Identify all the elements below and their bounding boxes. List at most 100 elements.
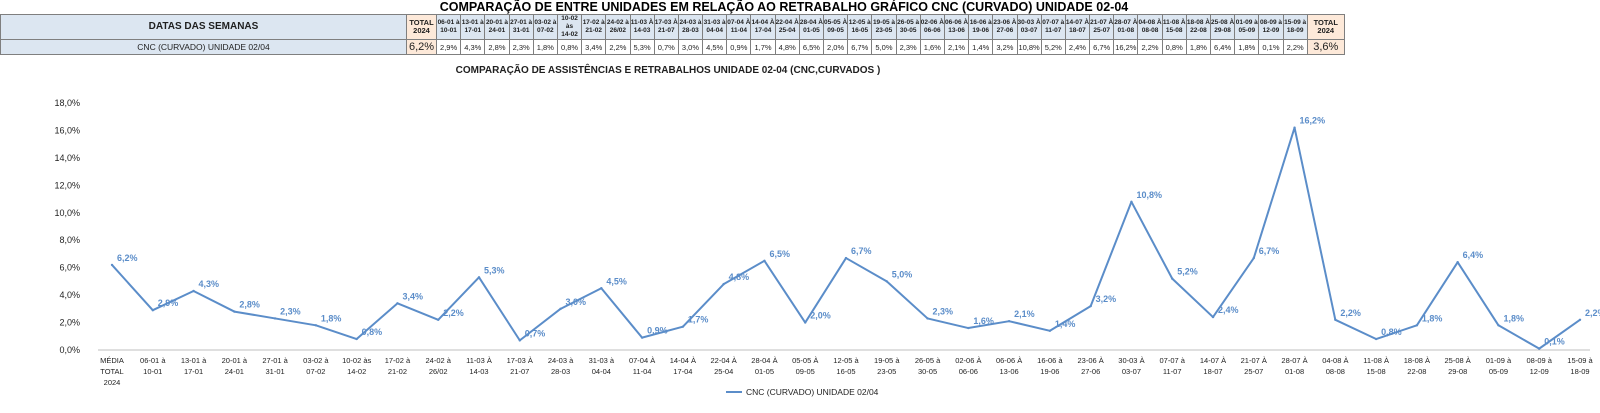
x-tick-label: 31-03 à 04-04: [589, 356, 615, 376]
data-label: 3,0%: [566, 297, 587, 307]
chart-title: COMPARAÇÃO DE ASSISTÊNCIAS E RETRABALHOS…: [456, 63, 881, 76]
week-header-cell: 22-04 À 25-04: [774, 14, 800, 40]
total-end-header: TOTAL 2024: [1306, 14, 1345, 40]
x-tick-label: 17-02 à 21-02: [385, 356, 411, 376]
y-tick-label: 2,0%: [59, 318, 80, 328]
week-header-cell: 05-05 À 09-05: [822, 14, 849, 40]
week-value-cell: 1,6%: [919, 39, 945, 55]
table-header-row: DATAS DAS SEMANAS TOTAL 2024 06-01 à 10-01 13…: [0, 14, 1345, 40]
week-value-cell: 3,0%: [677, 39, 704, 55]
week-header-cell: 07-04 À 11-04: [726, 14, 752, 40]
week-header-cell: 02-06 À 06-06: [919, 14, 945, 40]
data-label: 0,7%: [525, 328, 546, 338]
week-header-cell: 27-01 à 31-01: [508, 14, 534, 40]
data-point: [763, 259, 766, 263]
summary-table: DATAS DAS SEMANAS TOTAL 2024 06-01 à 10-01 13…: [0, 14, 1345, 55]
data-point: [1456, 260, 1459, 264]
data-label: 5,2%: [1177, 267, 1198, 277]
week-header-cell: 06-01 à 10-01: [435, 14, 462, 40]
week-header-cell: 06-06 À 13-06: [943, 14, 970, 40]
y-tick-label: 10,0%: [54, 208, 80, 218]
week-header-cell: 08-09 à 12-09: [1258, 14, 1284, 40]
data-label: 2,3%: [280, 306, 301, 316]
total-end-value: 3,6%: [1306, 39, 1345, 55]
total-start-value: 6,2%: [406, 39, 437, 55]
week-value-cell: 2,8%: [484, 39, 510, 55]
week-header-cell: 14-04 À 17-04: [750, 14, 776, 40]
week-header-cell: 24-02 à 26/02: [605, 14, 631, 40]
y-tick-label: 16,0%: [54, 125, 80, 135]
week-header-cell: 28-07 À 01-08: [1113, 14, 1139, 40]
data-point: [151, 309, 154, 312]
x-tick-label: 18-08 À 22-08: [1404, 356, 1430, 376]
x-tick-label: 03-02 à 07-02: [303, 356, 329, 376]
week-value-cell: 10,8%: [1016, 39, 1042, 55]
week-value-cell: 1,8%: [1234, 39, 1260, 55]
x-tick-label: 11-08 À 15-08: [1363, 356, 1389, 376]
week-header-cell: 10-02 às 14-02: [556, 14, 583, 40]
data-label: 2,2%: [1585, 308, 1600, 318]
x-tick-label: 25-08 À 29-08: [1445, 356, 1471, 376]
data-label: 16,2%: [1300, 116, 1326, 126]
data-label: 10,8%: [1136, 190, 1162, 200]
x-tick-label: 05-05 À 09-05: [792, 356, 818, 376]
data-point: [1171, 277, 1174, 280]
week-header-cell: 18-08 À 22-08: [1185, 14, 1212, 40]
data-label: 4,8%: [729, 272, 750, 282]
data-label: 6,7%: [851, 246, 872, 256]
week-value-cell: 2,0%: [822, 39, 849, 55]
x-tick-label: 20-01 à 24-01: [222, 356, 248, 376]
data-label: 0,8%: [1381, 327, 1402, 337]
data-label: 2,4%: [1218, 305, 1239, 315]
week-value-cell: 3,2%: [992, 39, 1018, 55]
x-tick-label: 24-03 à 28-03: [548, 356, 574, 376]
week-header-cell: 23-06 À 27-06: [992, 14, 1018, 40]
x-tick-label: 19-05 à 23-05: [874, 356, 900, 376]
week-header-cell: 14-07 À 18-07: [1064, 14, 1091, 40]
week-value-cell: 4,3%: [460, 39, 486, 55]
data-label: 2,8%: [239, 300, 260, 310]
data-point: [1293, 126, 1296, 129]
data-point: [1374, 337, 1378, 341]
y-tick-label: 4,0%: [59, 290, 80, 300]
x-tick-label: 14-07 À 18-07: [1200, 356, 1226, 376]
data-point: [192, 289, 195, 293]
week-header-cell: 01-09 à 05-09: [1234, 14, 1260, 40]
week-header-cell: 07-07 à 11-07: [1040, 14, 1066, 40]
data-label: 1,7%: [688, 315, 709, 325]
data-point: [844, 256, 848, 260]
week-header-cell: 31-03 à 04-04: [702, 14, 728, 40]
x-tick-label: 06-06 À 13-06: [996, 356, 1022, 376]
x-tick-label: MÉDIA TOTAL 2024: [100, 356, 124, 387]
week-header-cell: 20-01 à 24-01: [484, 14, 510, 40]
data-label: 4,3%: [199, 279, 220, 289]
data-point: [1007, 319, 1011, 323]
week-header-cell: 15-09 à 18-09: [1282, 14, 1308, 40]
data-point: [233, 310, 236, 313]
x-tick-label: 23-06 À 27-06: [1078, 356, 1104, 376]
legend-label: CNC (CURVADO) UNIDADE 02/04: [746, 387, 879, 397]
header-label-cell: DATAS DAS SEMANAS: [0, 14, 407, 40]
data-label: 6,4%: [1463, 250, 1484, 260]
week-header-cell: 26-05 à 30-05: [895, 14, 921, 40]
week-header-cell: 03-02 à 07-02: [532, 14, 558, 40]
x-tick-label: 17-03 À 21-07: [507, 356, 533, 376]
x-tick-label: 21-07 À 25-07: [1241, 356, 1267, 376]
week-value-cell: 0,7%: [653, 39, 679, 55]
data-label: 1,8%: [1503, 313, 1524, 323]
row-label-cell: CNC (CURVADO) UNIDADE 02/04: [0, 39, 407, 55]
y-tick-label: 14,0%: [54, 153, 80, 163]
data-label: 1,4%: [1055, 319, 1076, 329]
x-tick-label: 01-09 à 05-09: [1486, 356, 1512, 376]
x-tick-label: 27-01 à 31-01: [262, 356, 288, 376]
data-label: 4,5%: [606, 276, 627, 286]
x-tick-label: 14-04 À 17-04: [670, 356, 696, 376]
week-value-cell: 0,8%: [556, 39, 583, 55]
data-point: [273, 317, 277, 320]
data-label: 6,7%: [1259, 246, 1280, 256]
data-point: [967, 326, 970, 330]
data-label: 0,9%: [647, 326, 668, 336]
x-tick-label: 07-04 À 11-04: [629, 356, 655, 376]
x-tick-label: 07-07 à 11-07: [1160, 356, 1186, 376]
data-point: [1415, 324, 1419, 327]
